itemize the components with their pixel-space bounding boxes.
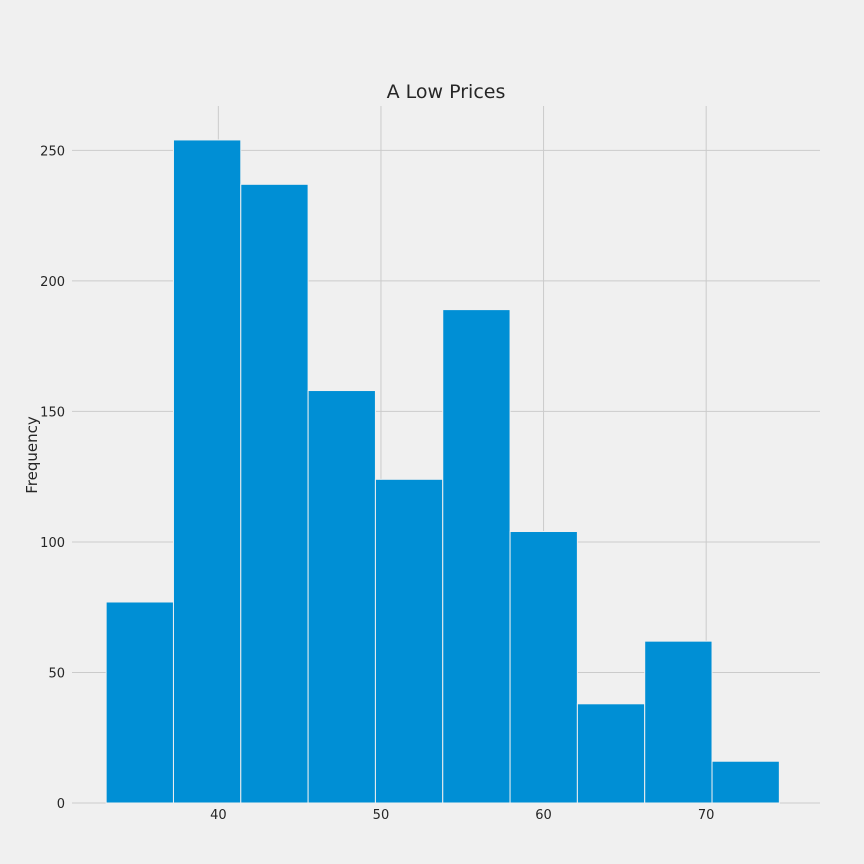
x-tick-label: 50 [373,808,390,823]
y-tick-label: 50 [48,666,65,681]
histogram-bar [307,390,376,804]
chart-title: A Low Prices [387,81,506,103]
histogram-bar [172,139,242,804]
histogram-bar [105,601,174,804]
x-tick-label: 70 [698,808,715,823]
x-tick-label: 60 [535,808,552,823]
y-axis-label: Frequency [23,416,41,494]
y-tick-label: 250 [40,144,65,159]
histogram-bar [711,760,780,804]
histogram-bar [644,640,713,804]
y-tick-label: 200 [40,275,65,290]
y-tick-label: 150 [40,405,65,420]
tick-labels: 0 50 100 150 200 250 40 50 60 70 [40,144,714,823]
y-tick-label: 0 [57,797,65,812]
histogram-bar [509,531,578,804]
histogram-bar [374,478,444,804]
histogram-bar [442,309,511,804]
histogram-bar [240,183,309,804]
histogram-bar [576,703,646,804]
x-tick-label: 40 [210,808,227,823]
y-tick-label: 100 [40,536,65,551]
bars [105,139,780,804]
